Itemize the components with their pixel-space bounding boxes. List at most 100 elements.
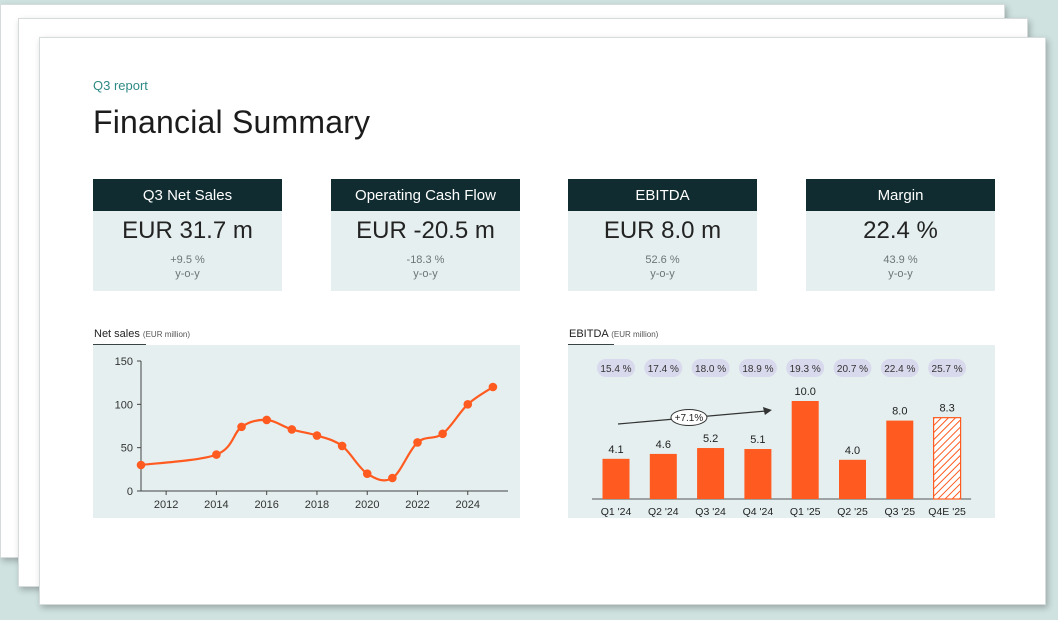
kpi-value: EUR 8.0 m: [603, 217, 722, 244]
net-sales-chart-panel: 0 50 100 150 2012 2014 2016 2018 2020 2022 2024: [93, 345, 520, 518]
x-tick-label: 2020: [355, 499, 379, 511]
kpi-value: EUR -20.5 m: [356, 217, 495, 244]
growth-annotation-label: +7.1%: [675, 413, 704, 424]
kpi-header: Q3 Net Sales: [93, 179, 282, 211]
category-label: Q4E '25: [928, 506, 966, 518]
margin-chip: [738, 359, 777, 377]
net-sales-data-point: [488, 382, 498, 392]
margin-chip: [833, 359, 872, 377]
kpi-card-margin: Margin 22.4 % 43.9 % y-o-y: [806, 179, 995, 291]
category-label: Q3 '25: [884, 506, 915, 518]
ebitda-bar: [649, 453, 677, 499]
kpi-header: EBITDA: [568, 179, 757, 211]
kpi-card-net-sales: Q3 Net Sales EUR 31.7 m +9.5 % y-o-y: [93, 179, 282, 291]
x-tick-label: 2018: [305, 499, 329, 511]
ebitda-bar-estimate: [933, 417, 962, 500]
margin-label: 18.0 %: [695, 364, 726, 375]
bar-value-label: 8.0: [892, 406, 907, 418]
bar-value-label: 5.1: [750, 434, 765, 446]
growth-annotation-bubble: [670, 409, 708, 426]
ebitda-bar: [886, 420, 914, 499]
margin-chip: [597, 359, 635, 377]
ebitda-bar-chart: 15.4 % 4.1 Q1 '24 17.4 % 4.6 Q2 '24 18.0 % 5.2 Q…: [592, 359, 972, 518]
kpi-header: Operating Cash Flow: [331, 179, 520, 211]
net-sales-unit: (EUR million): [142, 330, 191, 339]
ebitda-bar: [839, 459, 866, 499]
ebitda-bar: [791, 401, 819, 499]
report-eyebrow: Q3 report: [93, 78, 148, 93]
kpi-change: +9.5 %: [170, 254, 205, 266]
x-tick-label: 2024: [456, 499, 480, 511]
bar-value-label: 8.3: [939, 403, 954, 415]
growth-arrow-head: [762, 407, 772, 415]
bar-value-label: 5.2: [703, 433, 718, 445]
margin-label: 25.7 %: [932, 364, 963, 375]
y-tick-label: 50: [121, 443, 133, 455]
net-sales-data-point: [337, 441, 347, 451]
margin-chip: [928, 359, 967, 377]
kpi-note: y-o-y: [650, 268, 675, 280]
ebitda-unit: (EUR million): [611, 330, 659, 339]
kpi-value: 22.4 %: [863, 217, 938, 244]
kpi-card-ebitda: EBITDA EUR 8.0 m 52.6 % y-o-y: [568, 179, 757, 291]
ebitda-title: EBITDA: [569, 328, 609, 340]
net-sales-title: Net sales: [94, 328, 140, 340]
ebitda-bar: [697, 448, 725, 499]
report-slide: Q3 report Financial Summary Q3 Net Sales…: [39, 37, 1046, 605]
margin-chip: [691, 359, 730, 377]
ebitda-bar: [602, 458, 630, 499]
category-label: Q2 '24: [648, 506, 679, 518]
category-label: Q1 '24: [601, 506, 632, 518]
y-tick-label: 150: [115, 356, 133, 368]
kpi-value: EUR 31.7 m: [122, 217, 253, 244]
kpi-note: y-o-y: [888, 268, 913, 280]
bar-value-label: 10.0: [794, 386, 815, 398]
margin-label: 18.9 %: [742, 364, 773, 375]
y-tick-label: 100: [115, 399, 133, 411]
ebitda-chart-panel: 15.4 % 4.1 Q1 '24 17.4 % 4.6 Q2 '24 18.0 % 5.2 Q…: [568, 345, 995, 518]
kpi-change: 52.6 %: [645, 254, 680, 266]
net-sales-line-chart: 0 50 100 150 2012 2014 2016 2018 2020 2022 2024: [115, 356, 508, 511]
x-tick-label: 2022: [405, 499, 429, 511]
margin-label: 15.4 %: [600, 364, 631, 375]
net-sales-data-point: [212, 450, 221, 459]
category-label: Q3 '24: [695, 506, 726, 518]
page-title: Financial Summary: [93, 104, 371, 140]
margin-chip: [644, 359, 683, 377]
category-label: Q4 '24: [743, 506, 774, 518]
kpi-note: y-o-y: [175, 268, 200, 280]
y-tick-label: 0: [127, 486, 133, 498]
net-sales-data-point: [262, 415, 271, 425]
margin-label: 17.4 %: [648, 364, 679, 375]
ebitda-bar: [744, 449, 772, 499]
margin-chip: [880, 359, 919, 377]
category-label: Q2 '25: [837, 506, 868, 518]
kpi-header: Margin: [806, 179, 995, 211]
net-sales-data-point: [463, 400, 473, 409]
kpi-note: y-o-y: [413, 268, 438, 280]
kpi-change: -18.3 %: [406, 254, 445, 266]
x-tick-label: 2012: [154, 499, 178, 511]
net-sales-data-point: [312, 431, 322, 440]
x-tick-label: 2016: [254, 499, 278, 511]
bar-value-label: 4.0: [845, 445, 860, 457]
net-sales-data-point: [388, 473, 397, 483]
net-sales-data-point: [136, 460, 146, 470]
net-sales-data-point: [362, 469, 372, 478]
ebitda-chart-title: EBITDA (EUR million): [569, 328, 658, 340]
margin-chip: [786, 359, 825, 377]
net-sales-data-point: [287, 425, 297, 434]
net-sales-data-point: [237, 422, 246, 432]
bar-value-label: 4.6: [656, 439, 671, 451]
net-sales-data-point: [438, 429, 447, 439]
margin-label: 19.3 %: [790, 364, 821, 375]
margin-label: 20.7 %: [837, 364, 868, 375]
x-tick-label: 2014: [204, 499, 228, 511]
net-sales-data-point: [413, 438, 422, 447]
bar-value-label: 4.1: [608, 444, 623, 456]
margin-label: 22.4 %: [884, 364, 915, 375]
category-label: Q1 '25: [790, 506, 821, 518]
net-sales-chart-title: Net sales (EUR million): [94, 328, 190, 340]
kpi-change: 43.9 %: [883, 254, 918, 266]
kpi-card-operating-cash-flow: Operating Cash Flow EUR -20.5 m -18.3 % …: [331, 179, 520, 291]
